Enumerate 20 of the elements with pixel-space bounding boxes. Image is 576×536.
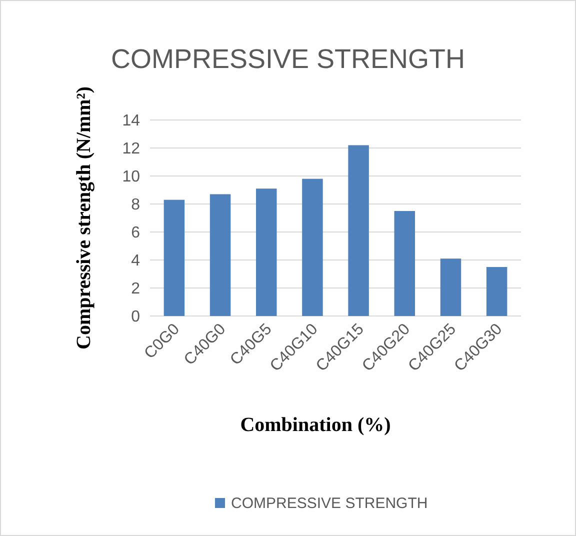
bar bbox=[164, 200, 185, 316]
bar bbox=[394, 211, 415, 316]
y-tick-label: 4 bbox=[131, 252, 140, 270]
chart-title: COMPRESSIVE STRENGTH bbox=[110, 44, 466, 74]
bar bbox=[486, 267, 508, 316]
y-tick-label: 6 bbox=[131, 224, 140, 242]
y-tick-label: 2 bbox=[131, 280, 140, 298]
y-tick-label: 14 bbox=[122, 112, 140, 130]
bar bbox=[440, 258, 462, 316]
y-axis-title: Compressive strength (N/mm²) bbox=[73, 86, 95, 350]
y-tick-label: 10 bbox=[122, 168, 140, 186]
y-tick-label: 8 bbox=[131, 196, 140, 214]
x-axis-title: Combination (%) bbox=[240, 414, 391, 436]
y-tick-label: 0 bbox=[131, 308, 140, 326]
legend-label: COMPRESSIVE STRENGTH bbox=[231, 495, 428, 512]
y-tick-label: 12 bbox=[122, 140, 140, 158]
bar bbox=[256, 188, 277, 316]
bar bbox=[348, 145, 369, 316]
bar bbox=[210, 194, 231, 316]
bar bbox=[302, 178, 323, 316]
